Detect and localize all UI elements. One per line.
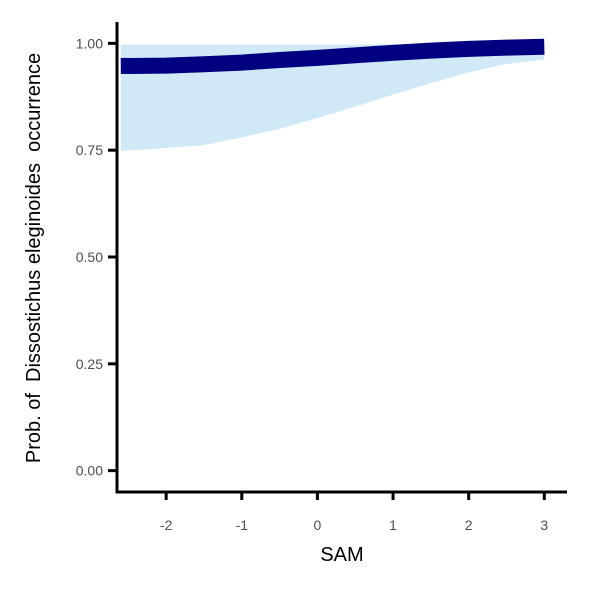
- x-tick-label: 0: [314, 517, 322, 533]
- x-axis-title: SAM: [320, 544, 363, 566]
- plot-area: [120, 38, 545, 152]
- y-tick-label: 0.25: [76, 356, 103, 372]
- y-tick-label: 0.75: [76, 142, 103, 158]
- x-tick-label: 2: [465, 517, 473, 533]
- x-tick-label: 1: [389, 517, 397, 533]
- x-tick-label: -1: [236, 517, 249, 533]
- y-tick-label: 1.00: [76, 35, 103, 51]
- fitted-line: [120, 38, 545, 74]
- y-tick-label: 0.00: [76, 463, 103, 479]
- y-axis-title: Prob. of Dissostichus eleginoides occurr…: [23, 53, 45, 463]
- x-tick-label: -2: [160, 517, 173, 533]
- x-tick-label: 3: [540, 517, 548, 533]
- y-tick-label: 0.50: [76, 249, 103, 265]
- axes: -2 -1 0 1 2 3 0.00 0.25 0.50 0.75 1.00: [76, 22, 567, 533]
